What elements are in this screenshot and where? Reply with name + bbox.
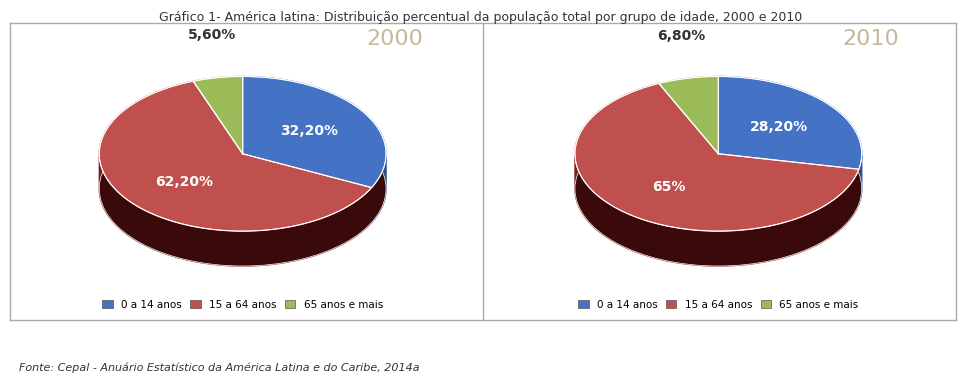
Text: 32,20%: 32,20% (281, 124, 338, 138)
Polygon shape (243, 77, 386, 187)
Text: Fonte: Cepal - Anuário Estatístico da América Latina e do Caribe, 2014a: Fonte: Cepal - Anuário Estatístico da Am… (19, 363, 420, 373)
Text: 65%: 65% (653, 180, 686, 194)
Text: 2010: 2010 (843, 29, 899, 49)
Polygon shape (372, 154, 386, 223)
Ellipse shape (575, 111, 862, 266)
Text: 2000: 2000 (366, 29, 424, 49)
Polygon shape (719, 77, 862, 169)
Polygon shape (859, 155, 862, 204)
Polygon shape (575, 83, 859, 231)
Polygon shape (99, 81, 372, 231)
Polygon shape (193, 77, 243, 154)
Legend: 0 a 14 anos, 15 a 64 anos, 65 anos e mais: 0 a 14 anos, 15 a 64 anos, 65 anos e mai… (98, 296, 387, 314)
Polygon shape (659, 77, 719, 154)
Text: 62,20%: 62,20% (155, 175, 213, 189)
Ellipse shape (99, 111, 386, 266)
Polygon shape (99, 157, 372, 266)
Text: 5,60%: 5,60% (188, 28, 236, 42)
Polygon shape (575, 156, 859, 266)
Legend: 0 a 14 anos, 15 a 64 anos, 65 anos e mais: 0 a 14 anos, 15 a 64 anos, 65 anos e mai… (574, 296, 863, 314)
Text: 28,20%: 28,20% (751, 120, 808, 134)
Text: 6,80%: 6,80% (657, 29, 705, 43)
Text: Gráfico 1- América latina: Distribuição percentual da população total por grupo : Gráfico 1- América latina: Distribuição … (159, 11, 802, 24)
